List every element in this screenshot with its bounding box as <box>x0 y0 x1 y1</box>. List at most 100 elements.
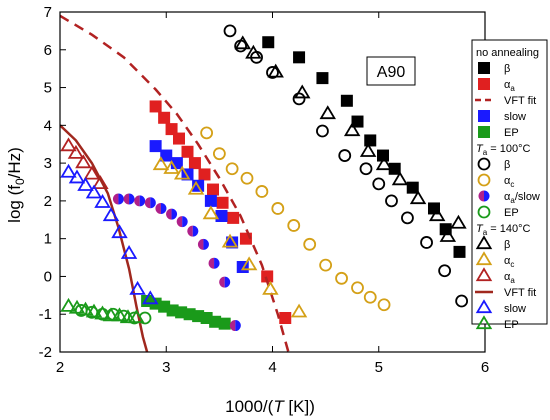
series-0-point <box>364 134 377 147</box>
legend-label-3: slow <box>504 111 526 123</box>
series-3-point <box>149 140 162 153</box>
series-9-point <box>294 84 311 99</box>
x-tick-label: 4 <box>268 359 276 376</box>
series-6-point <box>335 271 348 285</box>
series-10 <box>152 156 308 318</box>
series-5-point <box>223 24 237 38</box>
legend-marker-6 <box>477 173 491 187</box>
legend-label-9-main: β <box>504 239 510 251</box>
series-10-point <box>202 205 220 220</box>
series-0-point <box>453 245 466 258</box>
series-7-point-left <box>187 225 193 237</box>
series-13-point <box>102 207 120 222</box>
legend-label-10-sub: c <box>510 260 514 269</box>
series-7 <box>112 193 241 332</box>
series-6-point <box>319 258 333 272</box>
legend-label-7: αa/slow <box>504 191 540 205</box>
series-9-point <box>391 171 409 186</box>
legend-marker-5 <box>477 157 491 171</box>
legend-group3-title: Ta = 140°C <box>476 223 530 237</box>
series-6-point <box>255 185 269 198</box>
legend-label-6-main: α <box>504 175 511 187</box>
legend-label-3-main: slow <box>504 111 526 123</box>
series-9-point <box>359 143 377 157</box>
y-tick-label: 6 <box>44 42 52 59</box>
series-1-point <box>207 183 219 196</box>
series-0-point <box>406 181 419 194</box>
series-7-point-left <box>166 208 172 220</box>
series-6-point <box>200 126 214 140</box>
y-tick-label: 4 <box>44 117 52 134</box>
series-7-point-right <box>139 195 146 207</box>
legend-label-12-main: VFT fit <box>504 287 536 299</box>
series-14-point <box>128 309 145 324</box>
legend-marker-4 <box>478 126 490 138</box>
legend-group2-title: Ta = 100°C <box>476 143 530 157</box>
series-13 <box>60 163 159 305</box>
series-1-point <box>227 211 240 224</box>
legend-label-12: VFT fit <box>504 287 536 299</box>
legend-group2-title-pre: T <box>476 143 484 155</box>
series-6-point <box>303 237 317 251</box>
series-7-point-left <box>219 276 225 288</box>
series-6-point <box>363 290 377 304</box>
series-7-point <box>176 216 188 228</box>
y-tick-label: -2 <box>39 344 52 361</box>
series-11-point <box>83 165 101 180</box>
series-7-point-right <box>203 238 209 250</box>
legend-label-8: EP <box>504 207 519 219</box>
series-7-point-right <box>214 257 220 269</box>
series-5-point <box>292 92 306 106</box>
series-7-point-right <box>118 193 124 205</box>
series-7-point-right <box>224 276 231 288</box>
series-13-point <box>85 184 103 199</box>
legend-label-0: β <box>504 63 510 75</box>
legend-label-13-main: slow <box>504 303 526 315</box>
legend-marker-7-right <box>484 190 490 202</box>
series-14-point <box>60 297 77 312</box>
series-13-point <box>111 224 128 239</box>
series-1-point <box>181 145 194 158</box>
legend-group1-title-pre: no annealing <box>476 47 539 59</box>
series-0-point <box>340 94 353 107</box>
series-11-point <box>92 175 109 189</box>
series-7-point <box>155 202 167 214</box>
legend-marker-3 <box>478 110 490 122</box>
series-0 <box>262 36 466 258</box>
series-13-point <box>94 194 111 208</box>
series-11-point <box>75 154 92 169</box>
series-13-point <box>142 290 159 305</box>
legend-marker-7-left <box>478 190 484 202</box>
legend-label-10-main: α <box>504 255 511 267</box>
legend-label-8-main: EP <box>504 207 519 219</box>
series-7-point <box>229 320 241 332</box>
series-5-point <box>372 177 386 191</box>
legend-label-7-main: α <box>504 191 511 203</box>
series-14-point <box>68 299 86 314</box>
legend-marker-1 <box>478 78 490 90</box>
series-3-point <box>181 168 194 181</box>
series-9-point <box>450 214 467 229</box>
series-5-point <box>385 194 398 208</box>
series-1-point <box>149 100 162 113</box>
y-tick-label: -1 <box>39 306 52 323</box>
legend-label-6-sub: c <box>510 180 514 189</box>
series-5-point <box>438 264 452 278</box>
series-10-point <box>240 256 258 271</box>
series-6-point <box>225 162 239 176</box>
series-13-point <box>129 280 146 295</box>
series-6-point <box>240 171 254 185</box>
legend-label-11-main: α <box>504 271 511 283</box>
series-10-point <box>187 180 205 195</box>
series-7-point <box>187 225 199 237</box>
legend-marker-11 <box>475 267 493 282</box>
legend-label-4-main: EP <box>504 127 519 139</box>
series-14-point <box>77 301 94 316</box>
series-10-point <box>290 303 308 318</box>
series-5-point <box>338 149 352 162</box>
series-5-point <box>401 211 414 225</box>
series-13-point <box>68 169 86 184</box>
legend-label-7-sub: a <box>510 196 515 205</box>
